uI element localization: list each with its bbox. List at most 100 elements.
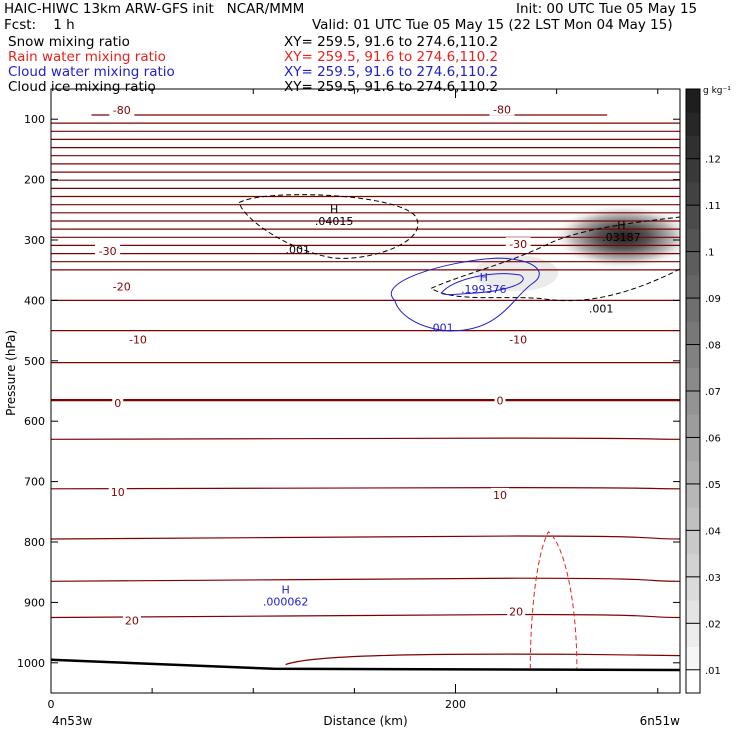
isotherm-line [51,535,680,540]
model-title: HAIC-HIWC 13km ARW-GFS init NCAR/MMM [4,1,305,17]
colorbar-band [686,553,700,578]
field-xy-cloud-water: XY= 259.5, 91.6 to 274.6,110.2 [284,64,499,80]
colorbar-band [686,228,700,253]
isotherm-label-bg [494,393,506,407]
colorbar-tick-label: .03 [705,573,721,584]
y-tick-label: 1000 [17,657,45,670]
isotherm-label: -10 [509,334,527,347]
y-tick-label: 400 [24,294,45,307]
isotherm-label: -10 [129,334,147,347]
isotherm-label-bg [109,103,135,117]
isotherm-label-bg [109,279,135,293]
isotherm-label-bg [489,102,515,116]
extremum-value: .000062 [263,595,309,608]
isotherm-label-bg [507,604,526,618]
colorbar-band [686,623,700,648]
y-tick-label: 900 [24,596,45,609]
isotherm-label: 10 [111,486,125,499]
colorbar-band [686,483,700,508]
colorbar-tick-label: .08 [705,341,721,352]
colorbar-band [686,112,700,136]
colorbar-band [686,576,700,601]
colorbar-band [686,669,700,694]
colorbar-band [686,646,700,671]
isotherm-line [51,577,680,582]
field-xy-rain: XY= 259.5, 91.6 to 274.6,110.2 [284,49,499,65]
colorbar-tick-label: .06 [705,433,721,444]
colorbar-band [686,251,700,276]
cloud-ice-shading-faint [474,255,559,292]
y-tick-label: 500 [24,355,45,368]
y-axis-label: Pressure (hPa) [4,330,18,416]
colorbar-band [686,205,700,229]
extremum-value: .03187 [602,231,641,244]
extremum-value: .199376 [461,283,507,296]
colorbar-band [686,530,700,555]
isotherm-label: -80 [493,104,511,117]
colorbar-tick-label: .1 [705,248,715,259]
isotherm-label-bg [95,243,121,257]
colorbar-band [686,414,700,438]
colorbar-band [686,437,700,462]
field-label-cloud-water: Cloud water mixing ratio [8,64,175,80]
isotherm-line [285,653,680,666]
snow-contour-right [430,216,680,302]
contour-value-label: .001 [429,322,454,335]
isotherm-label-bg [505,237,531,251]
colorbar-unit: g kg⁻¹ [703,86,731,96]
y-tick-label: 700 [24,476,45,489]
contour-value-label: .001 [589,302,614,315]
isotherm-line [51,437,680,440]
colorbar-band [686,507,700,531]
colorbar-tick-label: .07 [705,387,721,398]
field-xy-snow: XY= 259.5, 91.6 to 274.6,110.2 [284,34,499,50]
x-tick-label: 0 [48,698,55,711]
y-tick-label: 200 [24,174,45,187]
isotherm-label-bg [125,332,151,346]
rain-water-contour [529,530,578,669]
isotherm-label: -80 [113,104,131,117]
colorbar-band [686,298,700,322]
colorbar-band [686,321,700,346]
init-time: Init: 00 UTC Tue 05 May 15 [516,1,698,17]
y-tick-label: 800 [24,536,45,549]
x-axis-label: Distance (km) [323,714,407,728]
extremum-high-marker: H [281,583,289,596]
isotherm-label-bg [122,613,141,627]
colorbar-band [686,89,700,113]
colorbar-tick-label: .12 [705,155,721,166]
isotherm-label-bg [108,484,127,498]
isotherm-line [51,486,680,490]
isotherm-label: 20 [125,615,139,628]
colorbar-tick-label: .05 [705,480,721,491]
x-endpoint-right: 6n51w [640,714,681,728]
colorbar-band [686,158,700,183]
isotherm-label: -20 [113,281,131,294]
colorbar-band [686,181,700,206]
colorbar-tick-label: .02 [705,619,721,630]
colorbar-band [686,460,700,485]
extremum-value: .04015 [315,215,354,228]
isotherm-label: 20 [509,605,523,618]
snow-contour-left [238,194,419,259]
x-endpoint-left: 4n53w [52,714,93,728]
x-tick-label: 200 [445,698,466,711]
cloud-water-contour-inner [440,273,524,296]
field-label-snow: Snow mixing ratio [8,34,130,50]
colorbar-tick-label: .11 [705,201,721,212]
isotherm-line [51,613,680,619]
colorbar-band [686,344,700,369]
isotherm-label: -30 [99,245,117,258]
valid-time: Valid: 01 UTC Tue 05 May 15 (22 LST Mon … [312,17,673,33]
extremum-high-marker: H [330,203,338,216]
colorbar-tick-label: .09 [705,294,721,305]
plot-frame [50,88,681,694]
colorbar-tick-label: .01 [705,666,721,677]
field-label-rain: Rain water mixing ratio [8,49,166,65]
extremum-high-marker: H [480,271,488,284]
cloud-water-contour-outer [391,257,540,332]
isotherm-label: 10 [493,489,507,502]
extremum-high-marker: H [617,219,625,232]
isotherm-label-bg [505,332,531,346]
